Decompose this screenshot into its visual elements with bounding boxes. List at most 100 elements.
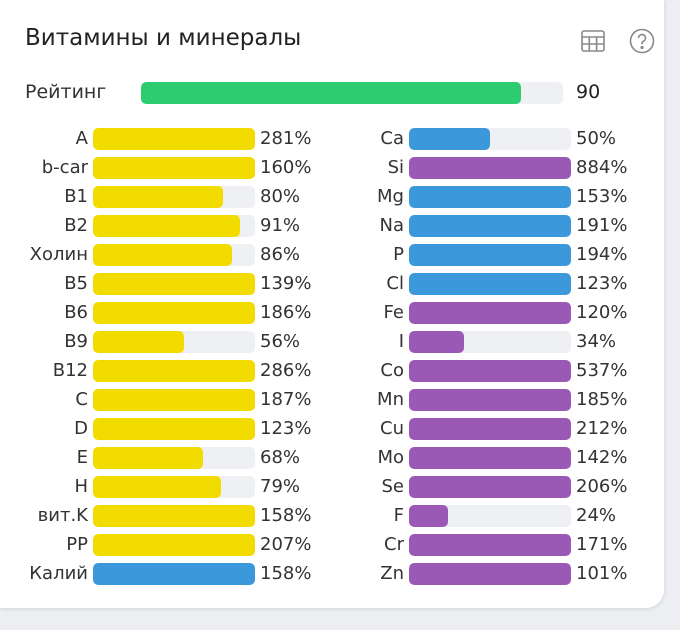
- nutrient-value: 123%: [260, 418, 312, 439]
- nutrient-value: 160%: [260, 157, 312, 178]
- nutrient-label: Cr: [384, 534, 404, 555]
- nutrient-bar: [93, 273, 255, 295]
- nutrient-bar: [409, 302, 571, 324]
- rating-bar-fill: [141, 82, 521, 104]
- nutrient-label: B6: [64, 302, 88, 323]
- nutrient-bar-track: [93, 273, 255, 295]
- nutrient-label: PP: [66, 534, 88, 555]
- nutrient-bar-track: [93, 534, 255, 556]
- rating-label: Рейтинг: [25, 81, 107, 103]
- nutrient-value: 206%: [576, 476, 628, 497]
- nutrient-label: Se: [381, 476, 405, 497]
- nutrient-bar: [409, 360, 571, 382]
- nutrient-bar-track: [93, 563, 255, 585]
- nutrient-label: Холин: [29, 244, 88, 265]
- nutrient-value: 123%: [576, 273, 628, 294]
- nutrient-label: B5: [64, 273, 88, 294]
- nutrient-bar: [409, 331, 465, 353]
- nutrient-bar-track: [409, 534, 571, 556]
- nutrient-bar-track: [93, 476, 255, 498]
- nutrient-value: 34%: [576, 331, 617, 352]
- nutrient-bar-track: [93, 360, 255, 382]
- nutrient-bar: [409, 157, 571, 179]
- nutrient-bar: [93, 360, 255, 382]
- nutrient-bar-track: [409, 418, 571, 440]
- nutrient-label: B9: [64, 331, 88, 352]
- nutrient-label: Cl: [386, 273, 404, 294]
- nutrient-bar-track: [93, 447, 255, 469]
- nutrient-bar: [409, 563, 571, 585]
- nutrient-bar-track: [409, 331, 571, 353]
- nutrient-label: B12: [52, 360, 88, 381]
- nutrient-label: P: [393, 244, 404, 265]
- nutrient-label: B1: [64, 186, 88, 207]
- help-icon[interactable]: [629, 28, 655, 54]
- nutrient-value: 68%: [260, 447, 301, 468]
- nutrient-value: 120%: [576, 302, 628, 323]
- nutrient-bar: [93, 418, 255, 440]
- nutrient-value: 158%: [260, 563, 312, 584]
- nutrient-label: Na: [379, 215, 405, 236]
- nutrient-label: C: [75, 389, 88, 410]
- nutrient-bar: [409, 505, 448, 527]
- nutrient-bar-track: [93, 389, 255, 411]
- nutrient-label: F: [393, 505, 404, 526]
- nutrient-value: 79%: [260, 476, 301, 497]
- nutrient-value: 158%: [260, 505, 312, 526]
- nutrient-bar: [93, 563, 255, 585]
- nutrient-bar: [409, 534, 571, 556]
- nutrient-label: E: [76, 447, 88, 468]
- nutrient-value: 50%: [576, 128, 617, 149]
- nutrient-bar: [409, 389, 571, 411]
- nutrient-value: 207%: [260, 534, 312, 555]
- nutrient-label: Калий: [29, 563, 88, 584]
- nutrient-label: Co: [380, 360, 404, 381]
- nutrient-bar: [93, 215, 241, 237]
- nutrient-bar-track: [409, 215, 571, 237]
- nutrient-label: Ca: [380, 128, 404, 149]
- nutrient-label: вит.K: [37, 505, 88, 526]
- nutrient-label: Zn: [380, 563, 404, 584]
- nutrient-bar: [93, 157, 255, 179]
- nutrient-bar: [93, 389, 255, 411]
- nutrient-bar-track: [409, 563, 571, 585]
- nutrient-bar-track: [93, 302, 255, 324]
- nutrient-bar-track: [409, 128, 571, 150]
- nutrient-label: H: [74, 476, 88, 497]
- nutrient-value: 191%: [576, 215, 628, 236]
- nutrient-value: 56%: [260, 331, 301, 352]
- nutrient-bar-track: [409, 273, 571, 295]
- nutrient-label: Mg: [377, 186, 404, 207]
- nutrient-value: 101%: [576, 563, 628, 584]
- nutrient-bar-track: [409, 157, 571, 179]
- nutrient-bar-track: [409, 302, 571, 324]
- nutrient-label: D: [74, 418, 88, 439]
- nutrient-value: 537%: [576, 360, 628, 381]
- nutrient-value: 186%: [260, 302, 312, 323]
- nutrient-value: 142%: [576, 447, 628, 468]
- nutrient-bar: [93, 476, 221, 498]
- vitamins-minerals-card: Витамины и минералы Рейтинг 90 A 281% b-ca…: [0, 0, 664, 608]
- nutrient-bar-track: [93, 128, 255, 150]
- table-icon[interactable]: [580, 28, 606, 54]
- nutrient-value: 80%: [260, 186, 301, 207]
- nutrient-bar: [409, 476, 571, 498]
- nutrient-bar: [409, 186, 571, 208]
- nutrient-label: Si: [387, 157, 404, 178]
- nutrient-bar: [93, 505, 255, 527]
- nutrient-bar: [409, 273, 571, 295]
- nutrient-bar-track: [93, 215, 255, 237]
- nutrient-label: B2: [64, 215, 88, 236]
- nutrient-bar: [409, 447, 571, 469]
- nutrient-value: 91%: [260, 215, 301, 236]
- rating-bar: [141, 82, 563, 104]
- nutrient-value: 24%: [576, 505, 617, 526]
- nutrient-value: 171%: [576, 534, 628, 555]
- nutrient-bar-track: [93, 505, 255, 527]
- nutrient-bar-track: [409, 389, 571, 411]
- nutrient-bar-track: [409, 186, 571, 208]
- nutrient-value: 884%: [576, 157, 628, 178]
- nutrient-value: 212%: [576, 418, 628, 439]
- nutrient-bar: [409, 215, 571, 237]
- nutrient-bar-track: [93, 331, 255, 353]
